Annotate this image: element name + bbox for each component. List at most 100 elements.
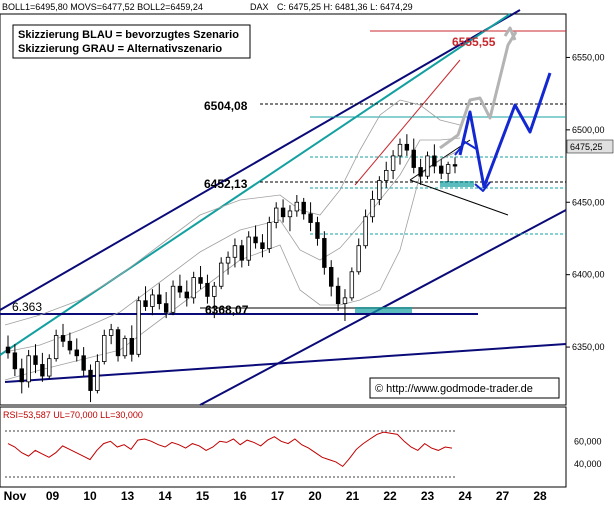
candle-body: [191, 277, 196, 299]
rsi-label: RSI=53,587 UL=70,000 LL=30,000: [3, 410, 143, 420]
candle-body: [232, 245, 238, 258]
candle-body: [95, 361, 100, 391]
time-tick-label: 17: [271, 489, 285, 503]
grey-scenario-arrowhead: [503, 26, 517, 41]
candle-body: [60, 335, 66, 342]
bollinger-lower: [4, 149, 461, 381]
price-tick-label: 6450,00: [572, 197, 605, 207]
candle-body: [280, 207, 286, 218]
candle-body: [122, 337, 128, 357]
instrument-name: DAX: [250, 2, 269, 12]
candle-body: [198, 277, 203, 284]
time-tick-label: 24: [458, 489, 472, 503]
candle-body: [88, 369, 93, 391]
legend-box: Skizzierung BLAU = bevorzugtes Szenario …: [12, 24, 251, 59]
time-tick-label: 28: [533, 489, 547, 503]
candle-body: [212, 285, 217, 297]
candlestick-series: [5, 134, 458, 403]
candle-body: [260, 242, 265, 249]
candle-body: [363, 216, 368, 247]
time-tick-label: 21: [346, 489, 360, 503]
candle-body: [397, 143, 403, 157]
candle-body: [33, 355, 38, 365]
level-label-6368: 6368,07: [205, 303, 249, 317]
candle-body: [136, 300, 141, 355]
candle-body: [246, 236, 251, 261]
candle-body: [218, 262, 224, 287]
bollinger-bands: [4, 99, 461, 381]
candle-body: [67, 340, 73, 351]
level-label-6452: 6452,13: [204, 177, 248, 191]
time-tick-label: Nov: [4, 489, 27, 503]
candle-body: [150, 294, 155, 307]
blue-scenario-arrow-small: [454, 141, 479, 156]
blue-scenario-path: [458, 72, 552, 189]
candle-body: [205, 282, 210, 297]
rsi-series-line: [7, 431, 453, 468]
candle-body: [225, 256, 231, 264]
candle-body: [439, 165, 444, 174]
candle-body: [47, 358, 52, 377]
support-zone-lower: [355, 307, 412, 313]
level-label-6555: 6555,55: [452, 35, 496, 49]
candle-body: [53, 335, 59, 360]
time-tick-label: 27: [496, 489, 510, 503]
resistance-diagonal: [354, 59, 461, 186]
candle-body: [329, 267, 334, 287]
candle-body: [294, 201, 300, 212]
price-tick-label: 6400,00: [572, 270, 605, 280]
candle-body: [404, 143, 410, 151]
candle-body: [377, 180, 382, 200]
price-tick-label: 6500,00: [572, 125, 605, 135]
candle-body: [108, 329, 114, 336]
rsi-panel: RSI=53,587 UL=70,000 LL=30,000 40,000 60,…: [3, 410, 602, 478]
candle-body: [253, 236, 258, 244]
moving-average: [4, 137, 461, 353]
time-tick-label: 20: [308, 489, 322, 503]
price-axis: 6350,00 6400,00 6450,00 6500,00 6550,00: [566, 52, 605, 352]
time-tick-label: 23: [421, 489, 435, 503]
blue-scenario-arrow-low: [474, 181, 491, 192]
time-tick-label: 16: [233, 489, 247, 503]
candle-body: [356, 245, 361, 273]
triangle-bottom: [409, 179, 509, 216]
candle-body: [74, 349, 79, 357]
copyright-box: © http://www.godmode-trader.de: [369, 377, 560, 399]
candle-body: [12, 352, 18, 370]
candle-body: [163, 303, 169, 313]
price-tick-label: 6550,00: [572, 52, 605, 62]
level-labels: 6555,55 6504,08 6452,13 6368,07 6.363: [12, 35, 496, 317]
candle-body: [40, 364, 45, 377]
candle-body: [5, 346, 11, 354]
time-axis: Nov 09 10 13 14 15 16 17 20 21 22 23 24 27 28: [4, 489, 547, 503]
ohlc-readout: C: 6475,25 H: 6481,36 L: 6474,29: [277, 2, 413, 12]
candle-body: [81, 355, 86, 371]
rsi-panel-frame: [0, 406, 567, 488]
time-tick-label: 09: [46, 489, 60, 503]
level-label-6504: 6504,08: [204, 99, 248, 113]
candle-body: [390, 155, 396, 171]
price-tick-label: 6350,00: [572, 342, 605, 352]
candle-body: [157, 294, 162, 305]
chart-header: BOLL1=6495,80 MOVS=6477,52 BOLL2=6459,24…: [2, 2, 413, 12]
candle-body: [267, 222, 272, 250]
copyright-text: © http://www.godmode-trader.de: [375, 383, 533, 395]
last-price-tag: 6475,25: [566, 139, 614, 154]
candle-body: [349, 271, 355, 299]
support-zone-upper: [440, 181, 474, 187]
rsi-axis: 40,000 60,000: [574, 436, 602, 469]
last-price-label: 6475,25: [570, 142, 603, 152]
candle-body: [384, 169, 389, 181]
scenario-sketches: [439, 26, 552, 192]
grey-scenario-path: [439, 31, 518, 150]
candle-body: [287, 210, 293, 218]
candle-body: [445, 164, 451, 174]
candle-body: [143, 300, 148, 307]
candle-body: [452, 164, 458, 167]
candle-body: [170, 285, 176, 313]
candle-body: [418, 167, 423, 177]
candle-body: [19, 368, 24, 383]
candle-body: [315, 222, 320, 239]
candle-body: [322, 238, 327, 268]
